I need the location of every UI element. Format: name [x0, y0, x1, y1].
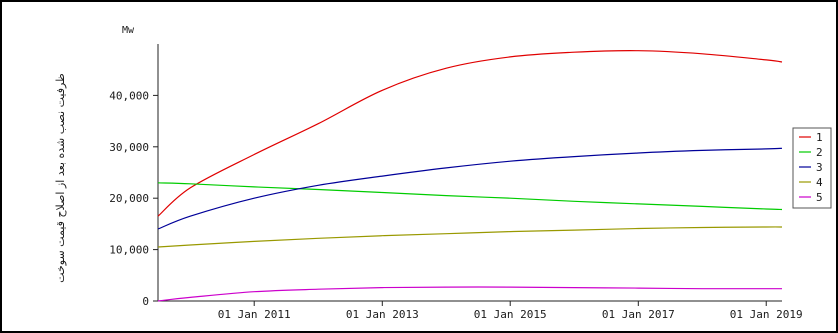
legend-box: [792, 127, 832, 209]
series-line-2: [157, 182, 783, 211]
axes: 0 10,000 20,000 30,000 40,000 01 Jan 2011 01 J…: [109, 44, 803, 321]
y-tick-label: 20,000: [109, 192, 149, 205]
x-tick-label: 01 Jan 2013: [346, 308, 419, 321]
series-line-4: [157, 226, 783, 248]
series-line-3: [157, 147, 783, 230]
x-tick-label: 01 Jan 2011: [218, 308, 291, 321]
y-axis-title: ظرفیت نصب شده بعد از اصلاح قیمت سوخت: [54, 73, 67, 283]
legend-label-4: 4: [816, 176, 823, 189]
x-tick-label: 01 Jan 2019: [730, 308, 803, 321]
series-layer: [157, 50, 783, 302]
x-tick-label: 01 Jan 2015: [474, 308, 547, 321]
series-line-1: [157, 50, 783, 217]
y-tick-label: 40,000: [109, 89, 149, 102]
legend-label-5: 5: [816, 191, 823, 204]
legend: 1 2 3 4 5: [792, 127, 832, 209]
legend-label-3: 3: [816, 161, 823, 174]
y-tick-label: 30,000: [109, 141, 149, 154]
x-tick-label: 01 Jan 2017: [602, 308, 675, 321]
y-unit-label: Mw: [122, 25, 135, 36]
y-tick-label: 10,000: [109, 244, 149, 257]
legend-label-2: 2: [816, 146, 823, 159]
series-line-5: [157, 286, 782, 302]
legend-label-1: 1: [816, 131, 823, 144]
y-tick-label: 0: [142, 295, 149, 308]
